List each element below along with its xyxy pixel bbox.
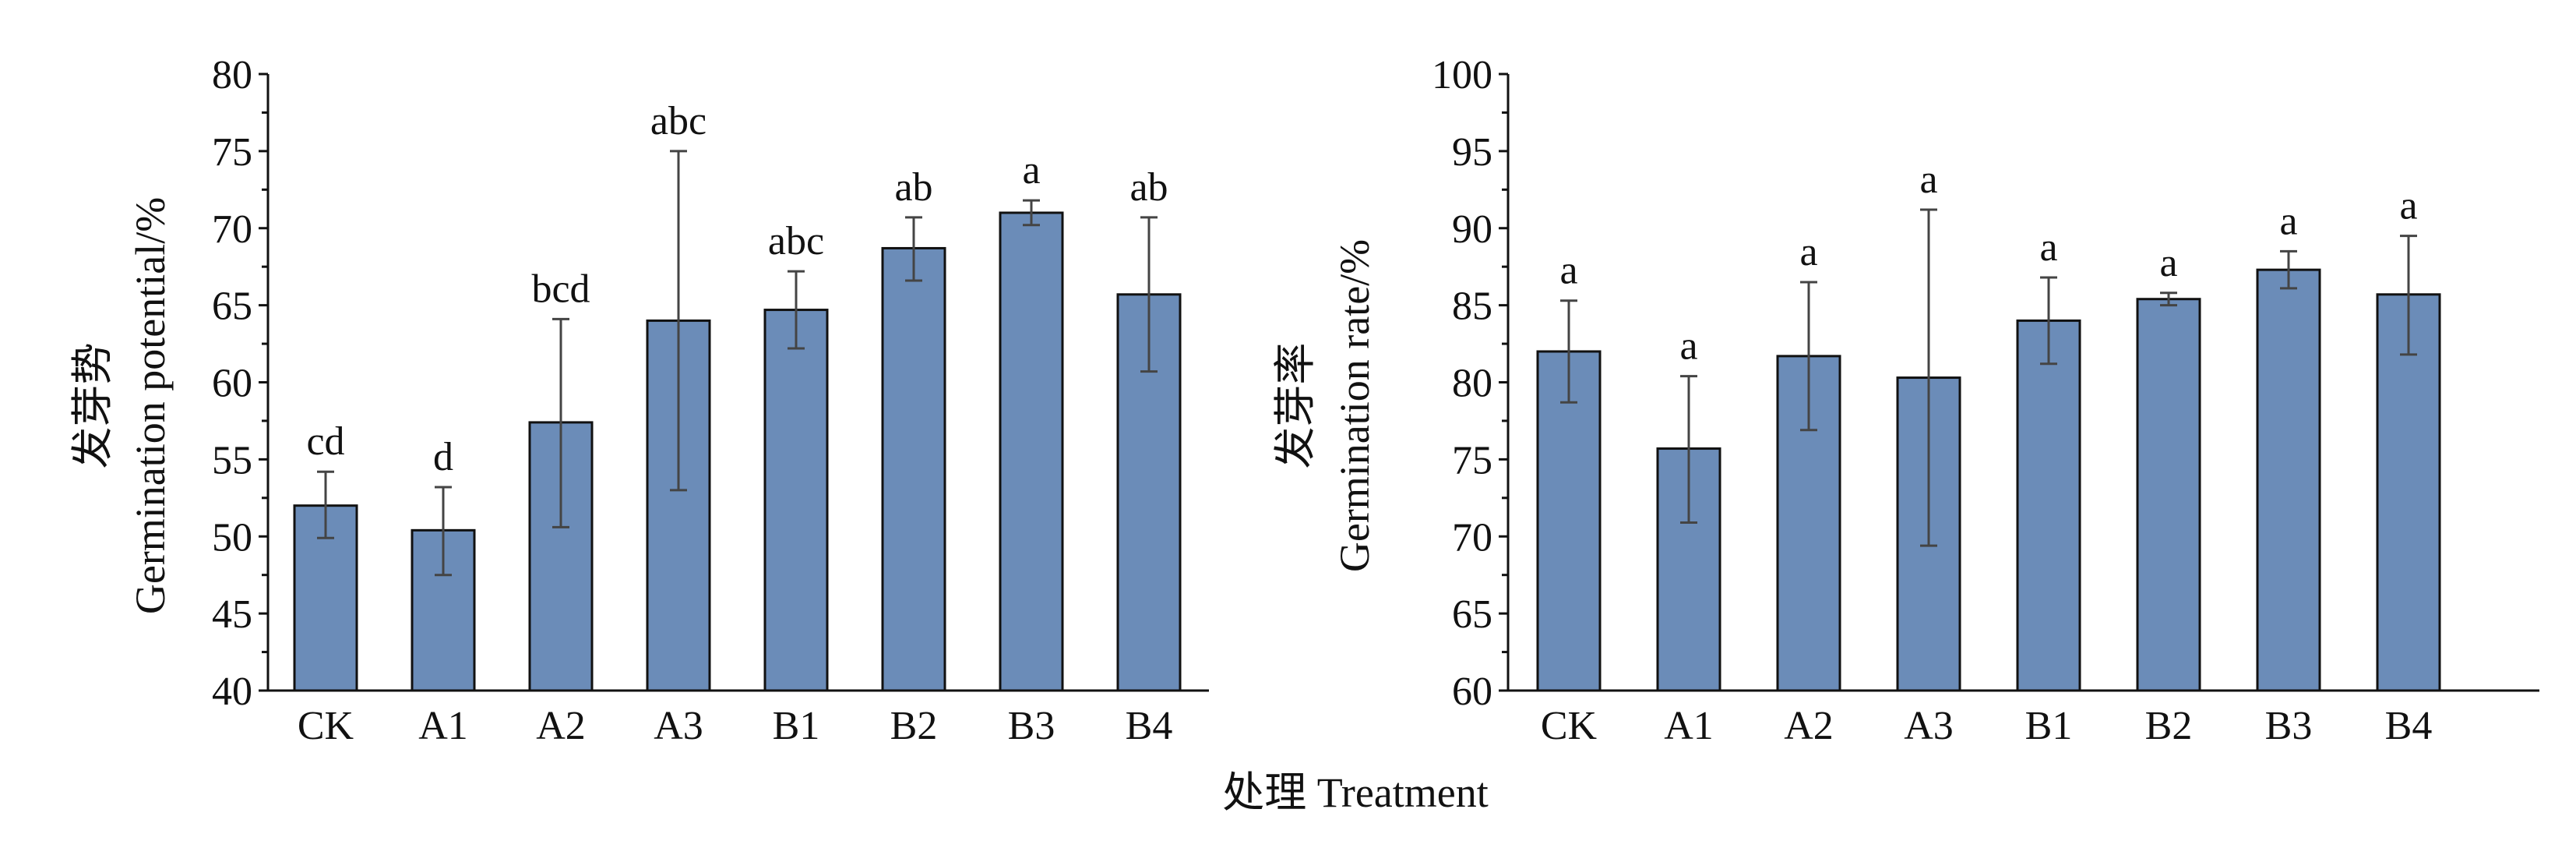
y-tick-label: 65 — [212, 284, 252, 329]
x-tick-label: B2 — [2145, 704, 2193, 748]
x-tick-label: B1 — [773, 704, 820, 748]
significance-label: abc — [768, 219, 824, 263]
x-tick-label: B3 — [1008, 704, 1055, 748]
significance-label: a — [1679, 324, 1697, 369]
bar-B4 — [2376, 293, 2441, 692]
y-axis-title-cn: 发芽率 — [1272, 343, 1319, 469]
significance-label: bcd — [531, 267, 590, 311]
y-tick-label: 85 — [1452, 284, 1492, 329]
significance-label: ab — [1129, 165, 1168, 210]
y-tick-label: 65 — [1452, 592, 1492, 637]
x-tick-label: A1 — [418, 704, 468, 748]
y-tick-label: 80 — [212, 53, 252, 97]
y-tick-label: 60 — [212, 362, 252, 406]
x-tick-label: B4 — [1126, 704, 1173, 748]
y-tick-label: 95 — [1452, 130, 1492, 175]
significance-label: a — [1559, 249, 1577, 293]
y-axis-title: Germination rate/% — [1331, 239, 1378, 572]
x-tick-label: B2 — [890, 704, 938, 748]
significance-label: a — [2159, 241, 2177, 285]
x-tick-label: A1 — [1664, 704, 1714, 748]
y-tick-label: 55 — [212, 438, 252, 482]
x-tick-label: CK — [298, 704, 354, 748]
x-axis-title: 处理 Treatment — [1222, 769, 1488, 816]
y-tick-label: 50 — [212, 515, 252, 560]
x-tick-label: B1 — [2025, 704, 2073, 748]
significance-label: a — [2039, 225, 2057, 270]
y-tick-label: 60 — [1452, 670, 1492, 714]
significance-label: abc — [650, 99, 707, 143]
y-tick-label: 90 — [1452, 207, 1492, 252]
significance-label: cd — [306, 419, 344, 464]
y-tick-label: 70 — [1452, 515, 1492, 560]
bar-B3 — [2256, 268, 2321, 692]
x-tick-label: B4 — [2385, 704, 2433, 748]
x-tick-label: B3 — [2265, 704, 2313, 748]
y-axis-title: Germination potential/% — [127, 197, 174, 614]
bar-CK — [1536, 350, 1602, 692]
y-tick-label: 70 — [212, 207, 252, 252]
x-tick-label: A2 — [536, 704, 586, 748]
significance-label: d — [433, 435, 453, 479]
x-tick-label: A3 — [1904, 704, 1954, 748]
y-tick-label: 75 — [212, 130, 252, 175]
bar-B1 — [763, 309, 829, 692]
significance-label: a — [2279, 199, 2297, 243]
y-axis-title-cn: 发芽势 — [69, 343, 116, 469]
bar-B3 — [999, 211, 1064, 692]
y-tick-label: 80 — [1452, 362, 1492, 406]
significance-label: a — [2399, 184, 2417, 228]
x-tick-label: A2 — [1784, 704, 1834, 748]
germination-potential-chart: 40 45 50 55 60 65 70 75 80 cd CK d A1 bcd A2 abc A3 abc B1… — [69, 53, 1209, 748]
x-tick-label: CK — [1541, 704, 1598, 748]
y-tick-label: 40 — [212, 670, 252, 714]
germination-rate-chart: 60 65 70 75 80 85 90 95 100 a CK a A1 a A2 a A3 a B1 a B2 a B3… — [1272, 53, 2539, 748]
bar-B2 — [2136, 298, 2201, 692]
significance-label: a — [1799, 230, 1817, 274]
significance-label: a — [1022, 148, 1040, 193]
significance-label: a — [1919, 157, 1937, 202]
y-tick-label: 100 — [1432, 53, 1492, 97]
y-tick-label: 75 — [1452, 438, 1492, 482]
bar-B2 — [881, 246, 946, 692]
bar-B1 — [2016, 319, 2081, 692]
x-tick-label: A3 — [654, 704, 703, 748]
significance-label: ab — [894, 165, 932, 210]
y-tick-label: 45 — [212, 592, 252, 637]
